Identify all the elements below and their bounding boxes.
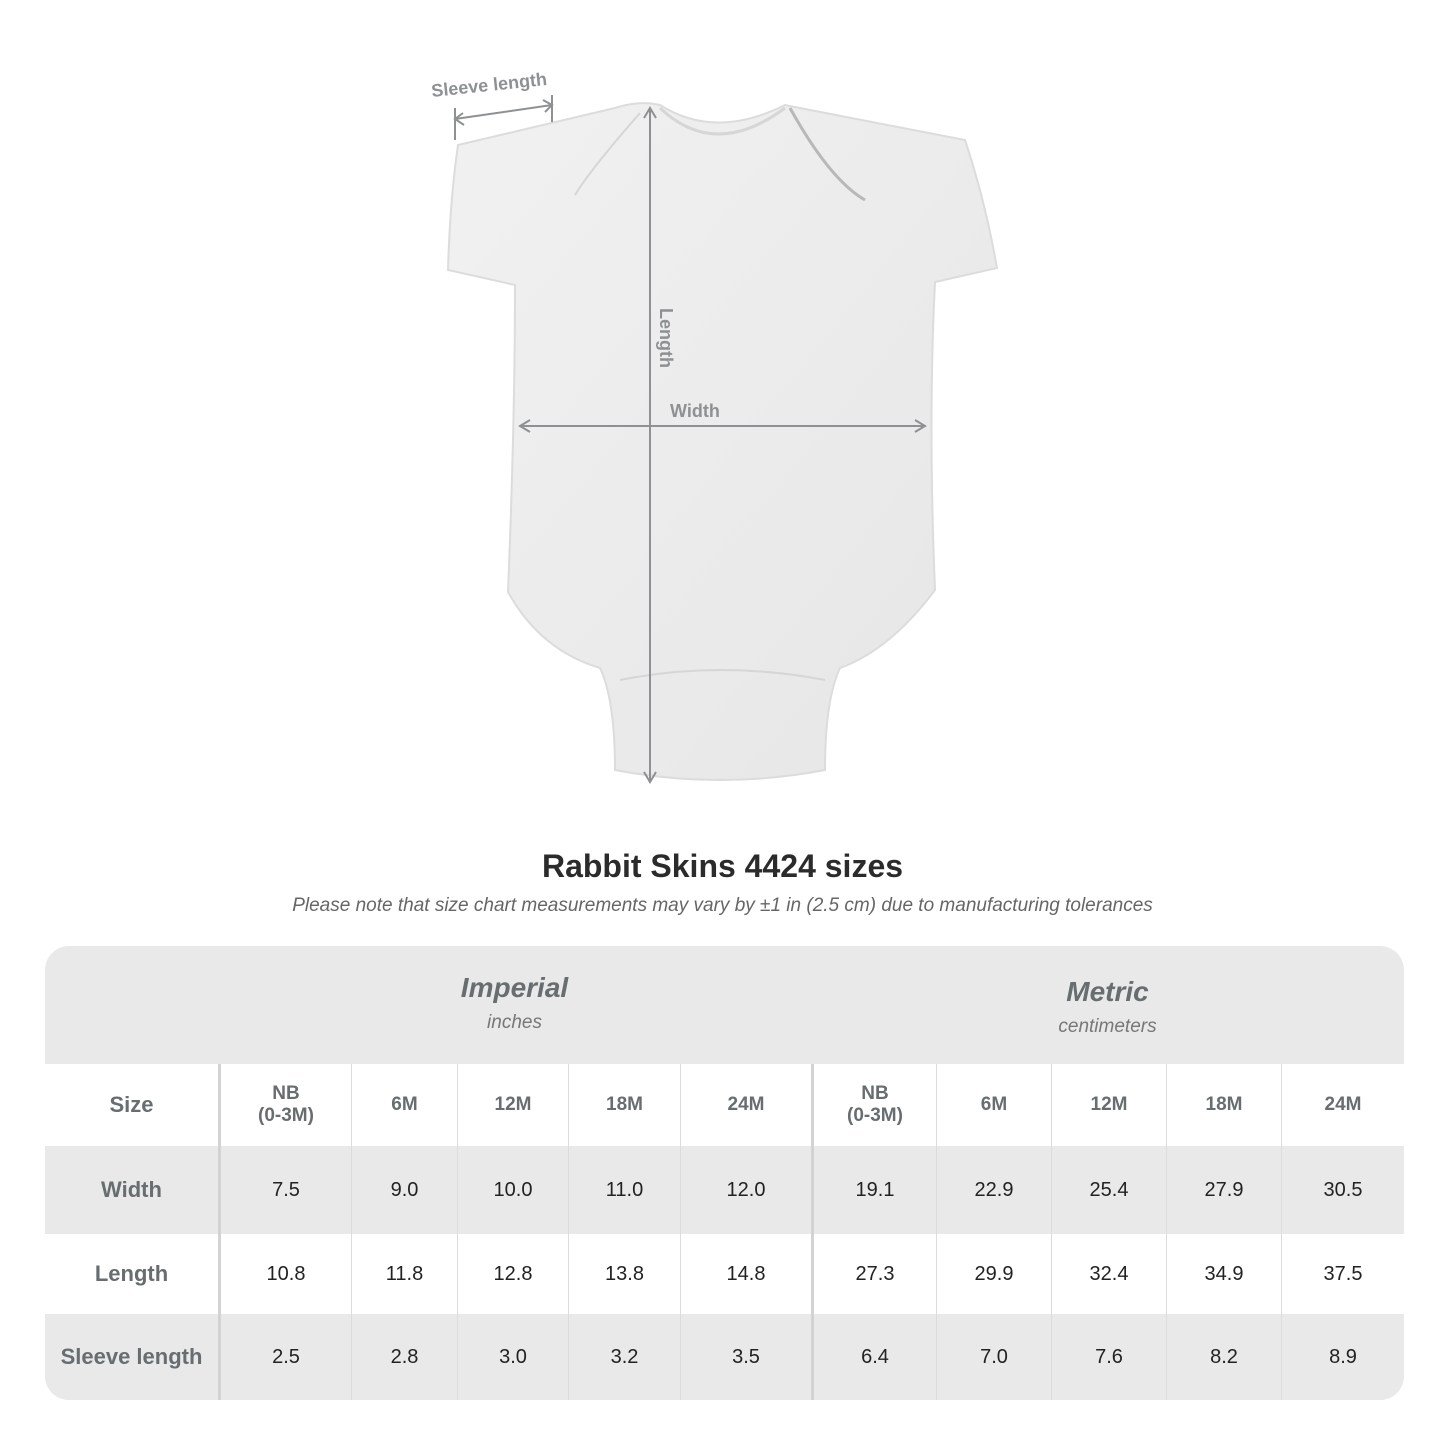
width-label: Width <box>670 401 720 421</box>
table-cell: 2.8 <box>351 1314 457 1400</box>
table-cell: 12.0 <box>680 1146 811 1234</box>
table-cell: 27.3 <box>811 1234 936 1314</box>
imperial-title: Imperial <box>460 972 569 1003</box>
size-column-header: 6M <box>351 1064 457 1146</box>
length-label: Length <box>656 308 676 368</box>
onesie-body <box>446 102 999 781</box>
table-cell: 34.9 <box>1166 1234 1281 1314</box>
table-cell: 37.5 <box>1281 1234 1404 1314</box>
size-header-row: Size NB (0-3M) 6M 12M 18M 24M NB (0-3M) 6M 12M 18M 2… <box>45 1064 1404 1146</box>
table-cell: 11.8 <box>351 1234 457 1314</box>
size-header-label: Size <box>109 1092 154 1117</box>
size-column-header: 24M <box>680 1064 811 1146</box>
chart-title: Rabbit Skins 4424 sizes <box>541 848 904 884</box>
table-cell: 27.9 <box>1166 1146 1281 1234</box>
table-cell: 25.4 <box>1051 1146 1166 1234</box>
table-cell: 29.9 <box>936 1234 1051 1314</box>
sleeve-length-label: Sleeve length <box>430 69 548 101</box>
table-cell: 8.9 <box>1281 1314 1404 1400</box>
table-cell: 11.0 <box>568 1146 680 1234</box>
row-label: Sleeve length <box>60 1344 203 1369</box>
metric-header: Metric centimeters <box>811 950 1404 1068</box>
size-column-header: 18M <box>1166 1064 1281 1146</box>
table-cell: 7.0 <box>936 1314 1051 1400</box>
table-cell: 3.2 <box>568 1314 680 1400</box>
table-cell: 9.0 <box>351 1146 457 1234</box>
table-cell: 3.5 <box>680 1314 811 1400</box>
table-cell: 22.9 <box>936 1146 1051 1234</box>
table-cell: 8.2 <box>1166 1314 1281 1400</box>
table-row: Sleeve length 2.5 2.8 3.0 3.2 3.5 6.4 7.0 7.6 8.2… <box>45 1314 1404 1400</box>
size-column-header: 12M <box>457 1064 568 1146</box>
row-label: Width <box>101 1177 162 1202</box>
table-cell: 7.5 <box>218 1146 351 1234</box>
table-cell: 19.1 <box>811 1146 936 1234</box>
size-column-header: 12M <box>1051 1064 1166 1146</box>
table-row: Length 10.8 11.8 12.8 13.8 14.8 27.3 29.9 32.4 34… <box>45 1234 1404 1314</box>
size-table: Imperial inches Metric centimeters Size N… <box>45 946 1404 1400</box>
size-column-header: NB (0-3M) <box>218 1064 351 1146</box>
metric-unit: centimeters <box>1058 1016 1157 1037</box>
row-label: Length <box>94 1261 169 1286</box>
size-column-header: 24M <box>1281 1064 1404 1146</box>
size-column-header: NB (0-3M) <box>811 1064 936 1146</box>
table-cell: 3.0 <box>457 1314 568 1400</box>
imperial-header: Imperial inches <box>218 946 811 1064</box>
table-cell: 12.8 <box>457 1234 568 1314</box>
table-cell: 7.6 <box>1051 1314 1166 1400</box>
measure-lines <box>453 95 927 784</box>
table-cell: 32.4 <box>1051 1234 1166 1314</box>
tolerance-note: Please note that size chart measurements… <box>292 895 1153 916</box>
size-column-header: 18M <box>568 1064 680 1146</box>
size-column-header: 6M <box>936 1064 1051 1146</box>
table-row: Width 7.5 9.0 10.0 11.0 12.0 19.1 22.9 25.4 27.9 3… <box>45 1146 1404 1234</box>
table-cell: 10.8 <box>218 1234 351 1314</box>
onesie-diagram: Sleeve length Length Width <box>430 69 999 784</box>
table-cell: 13.8 <box>568 1234 680 1314</box>
table-cell: 30.5 <box>1281 1146 1404 1234</box>
metric-title: Metric <box>1066 976 1149 1007</box>
table-cell: 2.5 <box>218 1314 351 1400</box>
table-cell: 10.0 <box>457 1146 568 1234</box>
table-cell: 6.4 <box>811 1314 936 1400</box>
imperial-unit: inches <box>487 1012 542 1033</box>
table-cell: 14.8 <box>680 1234 811 1314</box>
